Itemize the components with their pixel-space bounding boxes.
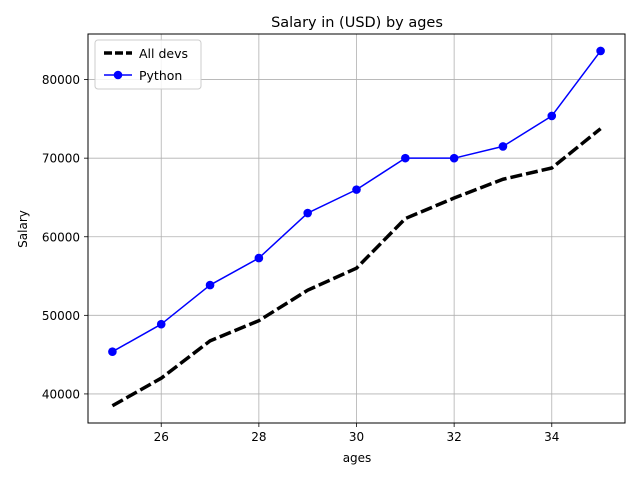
y-tick-label: 80000 [42, 73, 80, 87]
data-point-python [205, 280, 215, 290]
y-tick-label: 50000 [42, 309, 80, 323]
legend: All devs Python [94, 39, 202, 90]
y-axis: 40000 50000 60000 70000 80000 [42, 73, 88, 401]
data-point-python [352, 185, 361, 194]
data-point-python [401, 153, 410, 163]
data-point-python [498, 142, 508, 151]
y-tick-label: 60000 [42, 230, 80, 244]
legend-label-python: Python [139, 68, 182, 83]
y-tick-label: 40000 [42, 387, 80, 401]
data-point-python [449, 153, 459, 163]
legend-label-all-devs: All devs [139, 46, 188, 61]
x-axis: 26 28 30 32 34 [154, 423, 559, 444]
data-point-python [108, 347, 117, 357]
y-axis-label: Salary [16, 210, 30, 248]
data-point-python [156, 319, 166, 329]
series-line-all-devs [111, 127, 602, 408]
series-layer [108, 46, 605, 408]
grid [88, 34, 625, 423]
x-axis-label: ages [343, 451, 372, 465]
x-tick-label: 34 [544, 430, 559, 444]
x-tick-label: 28 [251, 430, 266, 444]
data-point-python [547, 111, 557, 121]
y-tick-label: 70000 [42, 152, 80, 166]
x-tick-label: 30 [349, 430, 364, 444]
x-tick-label: 32 [446, 430, 461, 444]
data-point-python [596, 46, 605, 56]
chart-title: Salary in (USD) by ages [271, 15, 443, 31]
data-point-python [254, 253, 264, 263]
legend-marker-python [113, 70, 123, 80]
x-tick-label: 26 [154, 430, 169, 444]
data-point-python [303, 208, 312, 218]
